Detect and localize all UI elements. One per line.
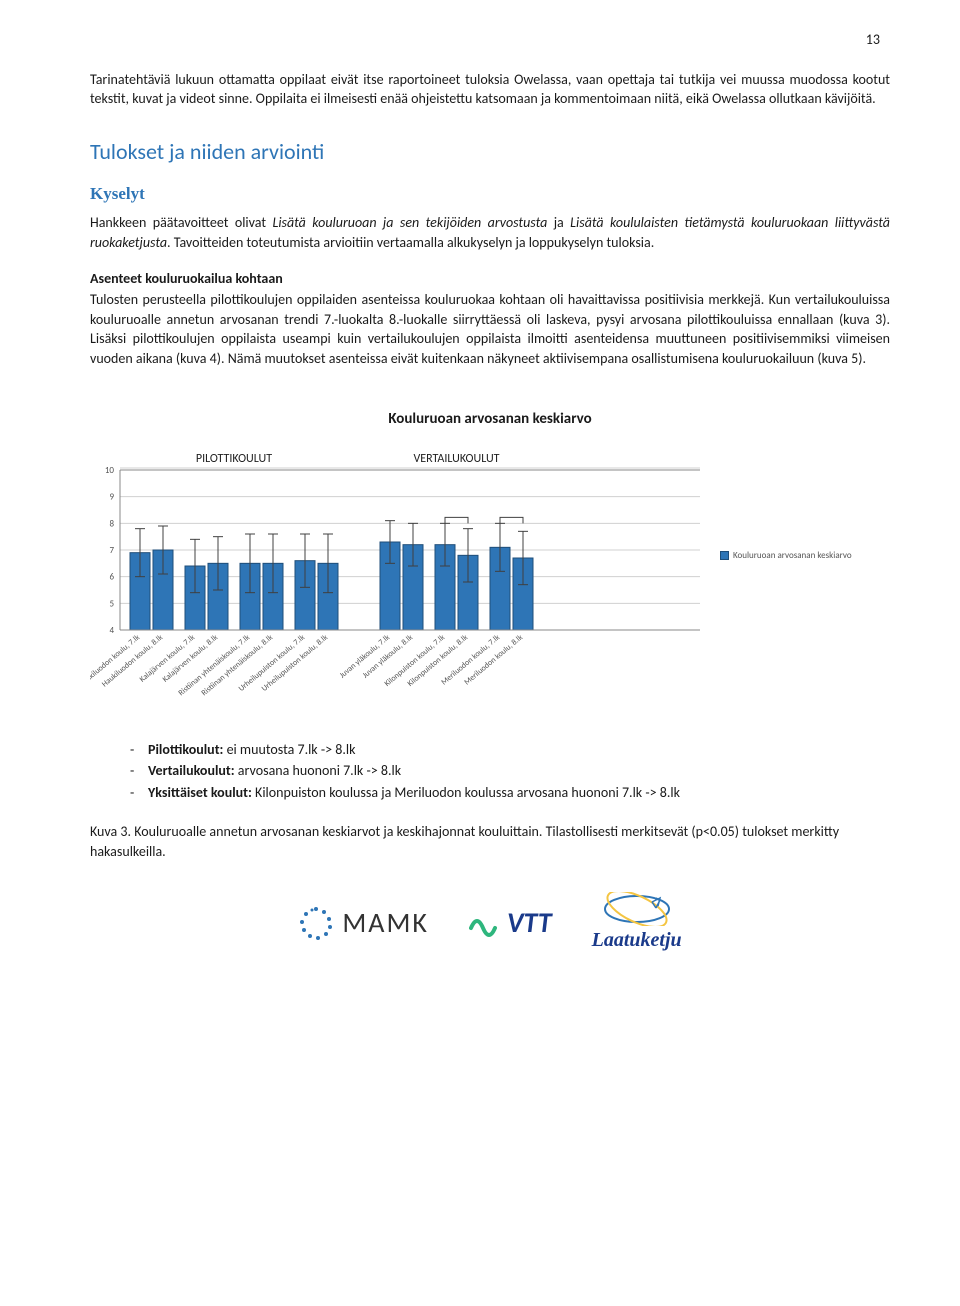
bullet-text: ei muutosta 7.lk -> 8.lk [223,741,355,758]
paragraph-attitudes: Tulosten perusteella pilottikoulujen opp… [90,290,890,368]
bullet-bold: Pilottikoulut: [148,741,223,758]
svg-text:7: 7 [109,545,114,556]
mamk-logo: MAMK [298,903,429,942]
svg-text:PILOTTIKOULUT: PILOTTIKOULUT [196,452,272,466]
vtt-wave-icon [469,908,507,938]
bullet-bold: Yksittäiset koulut: [148,784,252,801]
laatuketju-text: Laatuketju [592,926,682,954]
mamk-text: MAMK [342,903,429,942]
subheading-attitudes: Asenteet kouluruokailua kohtaan [90,269,890,289]
paragraph-intro: Tarinatehtäviä lukuun ottamatta oppilaat… [90,70,890,109]
logo-row: MAMK VTT Laatuketju [90,892,890,954]
bar-chart: 45678910PILOTTIKOULUTVERTAILUKOULUTHauki… [90,440,710,720]
mamk-dots-icon [298,905,334,941]
page-number: 13 [90,30,890,50]
legend-label: Kouluruoan arvosanan keskiarvo [733,550,852,563]
bullet-text: Kilonpuiston koulussa ja Meriluodon koul… [252,784,680,801]
legend-swatch [720,551,729,560]
chart-title: Kouluruoan arvosanan keskiarvo [90,409,890,430]
bullet-item: Yksittäiset koulut: Kilonpuiston kouluss… [130,783,890,803]
para2-b: ja [547,214,570,231]
svg-text:4: 4 [109,625,114,636]
vtt-text: VTT [507,903,552,942]
svg-text:8: 8 [109,518,114,529]
chart-container: Kouluruoan arvosanan keskiarvo 4 5 6 7 8 9 10 P… [90,409,890,720]
figure-caption: Kuva 3. Kouluruoalle annetun arvosanan k… [90,822,890,861]
para2-i1: Lisätä kouluruoan ja sen tekijöiden arvo… [272,214,547,231]
vtt-logo: VTT [469,903,552,942]
laatuketju-logo: Laatuketju [592,892,682,954]
svg-text:10: 10 [105,465,115,476]
bullet-text: arvosana huononi 7.lk -> 8.lk [235,762,401,779]
heading-surveys: Kyselyt [90,182,890,206]
heading-results: Tulokset ja niiden arviointi [90,137,890,168]
svg-text:5: 5 [109,598,114,609]
bullet-bold: Vertailukoulut: [148,762,235,779]
laatuketju-icon [602,892,672,926]
svg-text:6: 6 [109,571,114,582]
bullet-item: Vertailukoulut: arvosana huononi 7.lk ->… [130,761,890,781]
svg-text:9: 9 [109,491,114,502]
para2-a: Hankkeen päätavoitteet olivat [90,214,272,231]
svg-text:VERTAILUKOULUT: VERTAILUKOULUT [413,452,499,466]
chart-legend: Kouluruoan arvosanan keskiarvo [720,550,852,563]
summary-bullets: Pilottikoulut: ei muutosta 7.lk -> 8.lkV… [130,740,890,803]
paragraph-goals: Hankkeen päätavoitteet olivat Lisätä kou… [90,213,890,252]
para2-c: . Tavoitteiden toteutumista arvioitiin v… [167,234,654,251]
bullet-item: Pilottikoulut: ei muutosta 7.lk -> 8.lk [130,740,890,760]
